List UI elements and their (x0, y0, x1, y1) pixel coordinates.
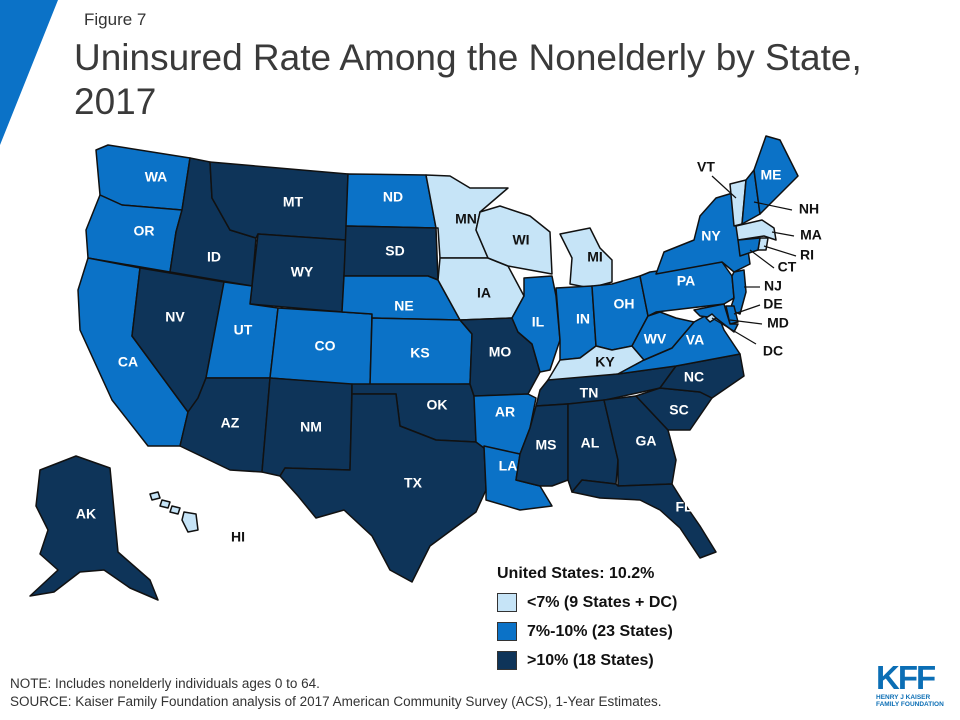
state-ME[interactable] (753, 135, 799, 215)
label-VA: VA (686, 332, 704, 348)
label-NY: NY (701, 228, 721, 244)
state-CT[interactable] (737, 237, 761, 257)
leader-ma (771, 231, 795, 237)
note-text: NOTE: Includes nonelderly individuals ag… (10, 676, 320, 691)
leader-de (733, 304, 761, 315)
label-OH: OH (614, 296, 635, 312)
source-text: SOURCE: Kaiser Family Foundation analysi… (10, 694, 662, 709)
label-PA: PA (677, 273, 695, 289)
label-LA: LA (499, 458, 518, 474)
label-WY: WY (291, 264, 314, 280)
label-AZ: AZ (221, 415, 240, 431)
footnote: NOTE: Includes nonelderly individuals ag… (10, 675, 662, 711)
corner-accent (0, 0, 58, 145)
label-FL: FL (675, 499, 693, 515)
label-SC: SC (669, 402, 688, 418)
leader-dc (711, 317, 757, 345)
label-NE: NE (394, 298, 413, 314)
label-OK: OK (427, 397, 448, 413)
state-WY[interactable] (249, 233, 347, 313)
label-HI: HI (231, 529, 245, 545)
label-MA: MA (800, 227, 822, 243)
label-SD: SD (385, 243, 404, 259)
label-IL: IL (532, 314, 545, 330)
map-legend: United States: 10.2% <7% (9 States + DC)… (497, 565, 677, 675)
label-KY: KY (595, 354, 615, 370)
label-CT: CT (778, 259, 797, 275)
label-ID: ID (207, 249, 221, 265)
label-ME: ME (761, 167, 782, 183)
state-HI[interactable] (149, 491, 199, 533)
label-WA: WA (145, 169, 168, 185)
legend-label-mid: 7%-10% (23 States) (527, 622, 673, 640)
label-NV: NV (165, 309, 185, 325)
state-DC[interactable] (705, 313, 717, 323)
leader-vt (711, 175, 737, 199)
legend-swatch-low (497, 593, 517, 612)
legend-title: United States: 10.2% (497, 565, 655, 582)
label-DC: DC (763, 343, 783, 359)
label-AK: AK (76, 506, 96, 522)
leader-ct (749, 249, 775, 269)
page-title: Uninsured Rate Among the Nonelderly by S… (74, 37, 862, 122)
label-MS: MS (536, 437, 557, 453)
label-CA: CA (118, 354, 138, 370)
state-AK[interactable] (29, 455, 159, 601)
label-AR: AR (495, 404, 515, 420)
state-MT[interactable] (209, 161, 349, 241)
label-MN: MN (455, 211, 477, 227)
state-MI[interactable] (559, 227, 613, 289)
logo-sub-line1: HENRY J KAISER (876, 694, 931, 701)
logo-sub-line2: FAMILY FOUNDATION (876, 701, 944, 708)
leader-ri (763, 245, 797, 257)
label-MT: MT (283, 194, 304, 210)
legend-label-low: <7% (9 States + DC) (527, 593, 678, 611)
label-TX: TX (404, 475, 423, 491)
label-NH: NH (799, 201, 819, 217)
label-MI: MI (587, 249, 603, 265)
label-MD: MD (767, 315, 789, 331)
label-OR: OR (134, 223, 155, 239)
legend-item-mid: 7%-10% (23 States) (497, 617, 677, 646)
legend-item-low: <7% (9 States + DC) (497, 588, 677, 617)
label-GA: GA (636, 433, 657, 449)
label-RI: RI (800, 247, 814, 263)
state-WI[interactable] (475, 205, 553, 275)
label-NJ: NJ (764, 278, 782, 294)
label-UT: UT (234, 322, 253, 338)
label-NC: NC (684, 369, 704, 385)
label-DE: DE (763, 296, 782, 312)
label-IN: IN (576, 311, 590, 327)
state-IL[interactable] (511, 275, 561, 373)
legend-swatch-high (497, 651, 517, 670)
label-KS: KS (410, 345, 429, 361)
label-IA: IA (477, 285, 491, 301)
label-MO: MO (489, 344, 512, 360)
legend-swatch-mid (497, 622, 517, 641)
logo-wordmark: KFF (876, 659, 936, 696)
legend-item-high: >10% (18 States) (497, 646, 677, 675)
state-FL[interactable] (571, 479, 717, 559)
leader-nh (753, 201, 793, 211)
label-CO: CO (315, 338, 336, 354)
figure-label: Figure 7 (84, 10, 147, 29)
leader-md (729, 319, 763, 325)
label-WV: WV (644, 331, 667, 347)
logo-subtitle: HENRY J KAISER FAMILY FOUNDATION (876, 694, 950, 708)
label-TN: TN (580, 385, 599, 401)
label-VT: VT (697, 159, 715, 175)
legend-label-high: >10% (18 States) (527, 651, 654, 669)
label-WI: WI (512, 232, 529, 248)
state-TX[interactable] (279, 393, 487, 583)
label-AL: AL (581, 435, 600, 451)
label-NM: NM (300, 419, 322, 435)
label-ND: ND (383, 189, 403, 205)
kff-logo: KFF HENRY J KAISER FAMILY FOUNDATION (876, 659, 950, 708)
